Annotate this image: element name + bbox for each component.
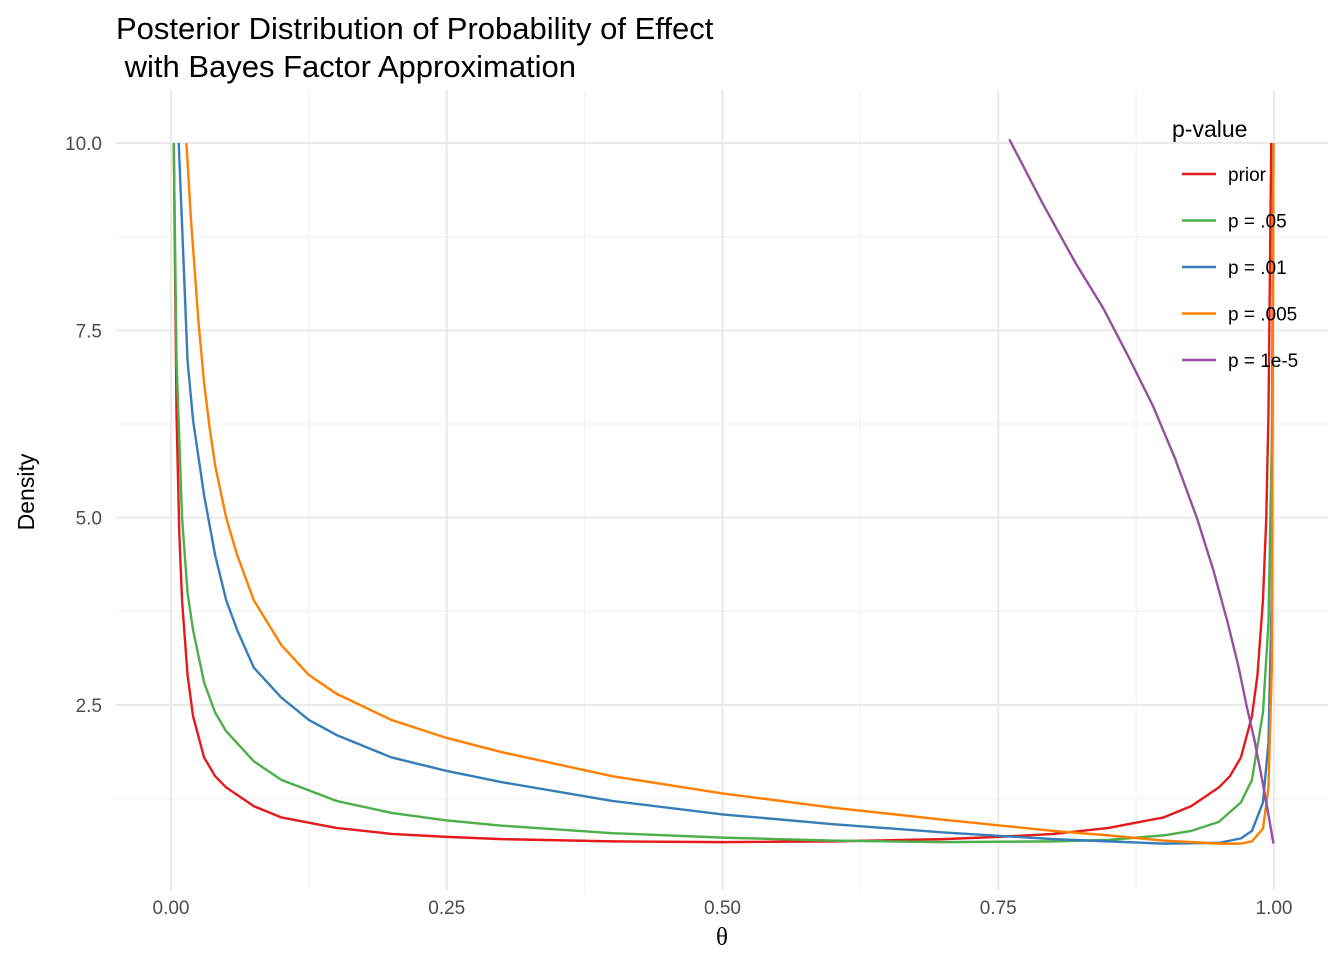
y-tick-label-0: 2.5 [76,696,102,717]
legend-label-3: p = .005 [1228,305,1297,326]
y-axis-tick-labels: 2.5 5.0 7.5 10.0 [65,134,102,717]
y-axis-title: Density [13,453,39,530]
x-axis-tick-labels: 0.00 0.25 0.50 0.75 1.00 [153,898,1293,919]
x-tick-label-2: 0.50 [704,898,741,919]
x-tick-label-3: 0.75 [980,898,1017,919]
series-line-2 [177,142,1275,845]
chart-title-line2: with Bayes Factor Approximation [116,49,576,84]
legend-items: prior p = .05 p = .01 p = .005 p = 1e-5 [1182,165,1298,372]
series-line-0 [172,142,1273,844]
legend-label-0: prior [1228,165,1267,186]
legend-title: p-value [1172,116,1247,142]
x-tick-label-0: 0.00 [153,898,190,919]
series-lines [172,138,1275,845]
x-tick-label-1: 0.25 [428,898,465,919]
y-tick-label-2: 7.5 [76,321,102,342]
x-tick-label-4: 1.00 [1256,898,1293,919]
y-tick-label-3: 10.0 [65,134,102,155]
series-line-3 [185,142,1275,845]
legend-label-4: p = 1e-5 [1228,351,1298,372]
series-line-1 [172,142,1275,844]
series-line-4 [1008,138,1275,844]
legend-label-2: p = .01 [1228,258,1287,279]
x-axis-title: θ [716,924,728,951]
grid [116,90,1328,890]
legend-label-1: p = .05 [1228,212,1287,233]
y-tick-label-1: 5.0 [76,509,102,530]
legend: p-value prior p = .05 p = .01 p = .005 p = 1… [1172,116,1298,372]
chart-title-line1: Posterior Distribution of Probability of… [116,11,714,46]
